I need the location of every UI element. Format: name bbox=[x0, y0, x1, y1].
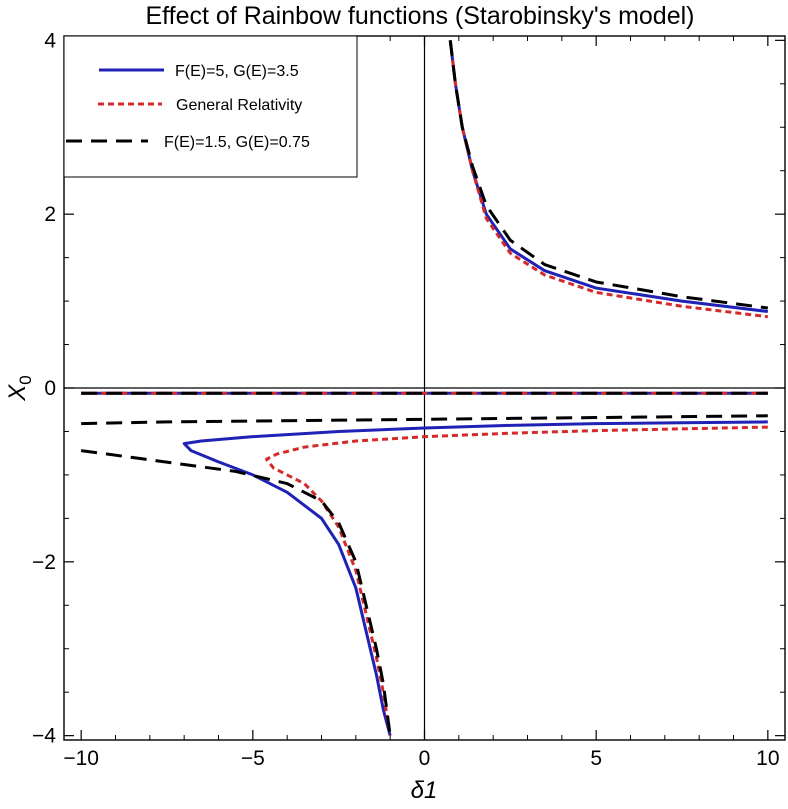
chart-title: Effect of Rainbow functions (Starobinsky… bbox=[145, 2, 694, 30]
y-tick-label: 0 bbox=[44, 377, 56, 400]
y-axis-label-base: X bbox=[4, 384, 31, 402]
y-axis-label-subscript: 0 bbox=[16, 375, 35, 384]
y-tick-label: −2 bbox=[32, 551, 56, 574]
y-tick-label: −4 bbox=[32, 725, 56, 748]
series-3-curve-3 bbox=[81, 414, 768, 426]
x-tick-label: 10 bbox=[756, 747, 779, 770]
series-3-curve-1 bbox=[448, 40, 769, 310]
legend-label-2: General Relativity bbox=[176, 97, 302, 114]
series-2-curve-1 bbox=[448, 40, 769, 319]
x-axis-label: δ1 bbox=[411, 777, 438, 804]
series-2-curve-3 bbox=[265, 425, 768, 736]
y-tick-label: 4 bbox=[44, 29, 56, 52]
x-tick-label: 5 bbox=[590, 747, 602, 770]
y-tick-label: 2 bbox=[44, 203, 56, 226]
x-tick-label: −10 bbox=[63, 747, 99, 770]
series-3-curve-4 bbox=[80, 449, 392, 736]
legend-label-3: F(E)=1.5, G(E)=0.75 bbox=[164, 134, 310, 151]
series-1-curve-1 bbox=[448, 40, 769, 314]
x-tick-label: −5 bbox=[241, 747, 265, 770]
series-1-curve-3 bbox=[182, 420, 768, 737]
legend-label-1: F(E)=5, G(E)=3.5 bbox=[175, 63, 299, 80]
plot-area: −10 −5 0 5 10 −4 −2 0 2 4 F(E)=5, G(E)=3.5 General … bbox=[32, 29, 786, 770]
x-tick-label: 0 bbox=[419, 747, 431, 770]
legend-box bbox=[63, 35, 358, 178]
y-axis-label: X0 bbox=[4, 375, 35, 401]
